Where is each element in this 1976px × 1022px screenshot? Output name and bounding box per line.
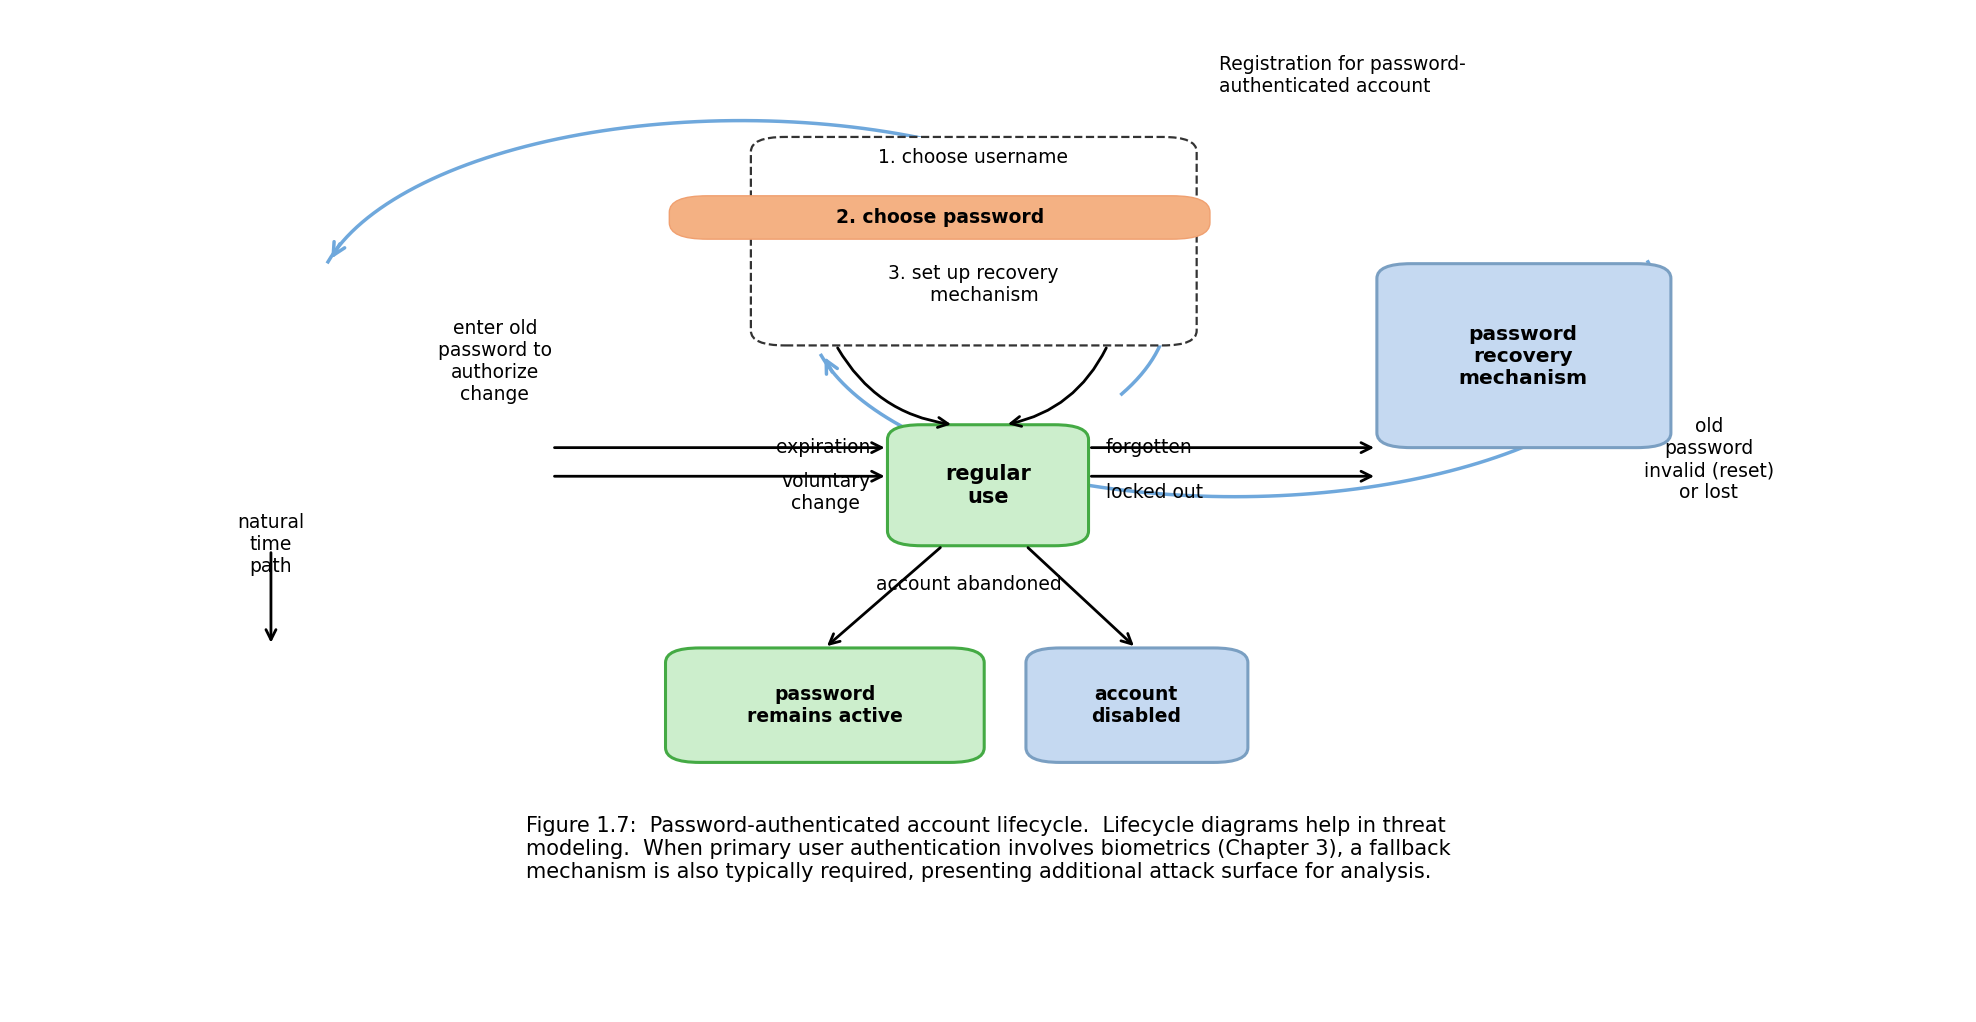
Text: expiration: expiration bbox=[777, 438, 869, 457]
Text: 3. set up recovery
    mechanism: 3. set up recovery mechanism bbox=[887, 264, 1057, 305]
FancyBboxPatch shape bbox=[887, 425, 1089, 546]
Text: locked out: locked out bbox=[1107, 483, 1203, 502]
Text: password
recovery
mechanism: password recovery mechanism bbox=[1458, 325, 1587, 387]
Text: Figure 1.7:  Password-authenticated account lifecycle.  Lifecycle diagrams help : Figure 1.7: Password-authenticated accou… bbox=[526, 816, 1450, 882]
Text: regular
use: regular use bbox=[945, 464, 1031, 507]
Text: enter old
password to
authorize
change: enter old password to authorize change bbox=[439, 319, 551, 405]
Text: natural
time
path: natural time path bbox=[237, 513, 304, 576]
Text: account abandoned: account abandoned bbox=[875, 575, 1061, 595]
Text: account
disabled: account disabled bbox=[1091, 685, 1182, 726]
Text: 2. choose password: 2. choose password bbox=[836, 208, 1045, 227]
Text: voluntary
change: voluntary change bbox=[781, 472, 869, 513]
Text: password
remains active: password remains active bbox=[747, 685, 903, 726]
Text: forgotten: forgotten bbox=[1107, 438, 1192, 457]
FancyBboxPatch shape bbox=[1026, 648, 1249, 762]
FancyBboxPatch shape bbox=[670, 196, 1209, 239]
FancyBboxPatch shape bbox=[666, 648, 984, 762]
FancyBboxPatch shape bbox=[1377, 264, 1672, 448]
FancyBboxPatch shape bbox=[751, 137, 1197, 345]
Text: Registration for password-
authenticated account: Registration for password- authenticated… bbox=[1219, 55, 1466, 96]
Text: old
password
invalid (reset)
or lost: old password invalid (reset) or lost bbox=[1644, 417, 1774, 503]
Text: 1. choose username: 1. choose username bbox=[877, 148, 1067, 167]
